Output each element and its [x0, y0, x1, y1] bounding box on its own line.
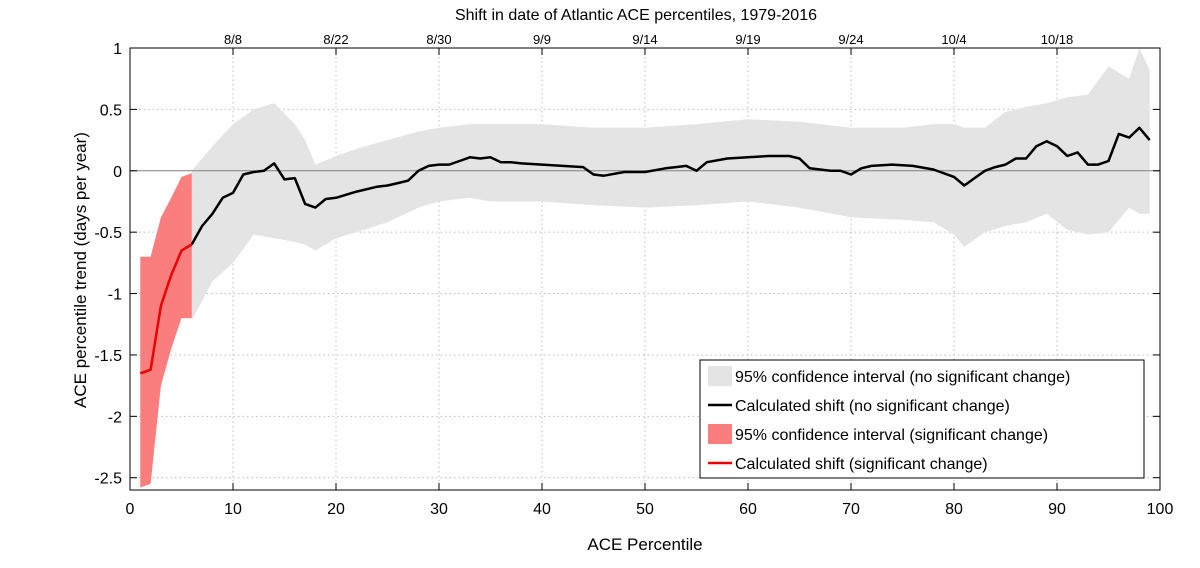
x-tick-label: 100	[1147, 501, 1174, 518]
y-tick-label: -1.5	[94, 348, 122, 365]
x-tick-label: 60	[739, 501, 757, 518]
y-tick-label: -0.5	[94, 225, 122, 242]
legend-label-shift-significant: Calculated shift (significant change)	[735, 456, 988, 473]
top-date-label: 9/19	[735, 32, 760, 47]
y-tick-label: -2.5	[94, 471, 122, 488]
x-tick-label: 10	[224, 501, 242, 518]
data-layer	[130, 48, 1160, 488]
x-axis-title: ACE Percentile	[587, 535, 702, 554]
ci-band-insignificant	[191, 48, 1150, 321]
top-date-label: 8/8	[224, 32, 242, 47]
y-tick-label: -2	[108, 409, 122, 426]
shift-line-significant	[139, 243, 193, 375]
y-tick-label: 0	[113, 164, 122, 181]
legend-swatch-ci-insignificant	[708, 366, 732, 386]
top-date-label: 9/14	[632, 32, 657, 47]
top-date-label: 8/30	[426, 32, 451, 47]
x-tick-label: 80	[945, 501, 963, 518]
legend-label-shift-insignificant: Calculated shift (no significant change)	[735, 398, 1010, 415]
plot-area	[129, 47, 1161, 491]
x-tick-label: 70	[842, 501, 860, 518]
top-date-label: 8/22	[323, 32, 348, 47]
top-date-label: 9/9	[533, 32, 551, 47]
legend: 95% confidence interval (no significant …	[699, 359, 1145, 479]
legend-box	[699, 359, 1145, 479]
legend-label-ci-insignificant: 95% confidence interval (no significant …	[735, 369, 1070, 386]
x-tick-label: 50	[636, 501, 654, 518]
top-date-label: 10/18	[1041, 32, 1074, 47]
y-tick-label: 0.5	[100, 102, 122, 119]
top-date-label: 10/4	[941, 32, 966, 47]
shift-line-insignificant	[190, 126, 1151, 246]
legend-swatch-ci-significant	[708, 424, 732, 444]
axes: 0 10 20 30 40 50 60 70 80 90 100 1 0.5 0 -0.5 -1 -1.5 -2 -…	[94, 32, 1173, 518]
top-date-label: 9/24	[838, 32, 863, 47]
x-tick-label: 20	[327, 501, 345, 518]
x-tick-label: 0	[126, 501, 135, 518]
x-tick-label: 40	[533, 501, 551, 518]
chart-title: Shift in date of Atlantic ACE percentile…	[455, 7, 817, 24]
x-tick-label: 30	[430, 501, 448, 518]
ci-band-significant	[140, 173, 192, 488]
y-tick-label: 1	[113, 41, 122, 58]
y-axis-title: ACE percentile trend (days per year)	[71, 132, 90, 408]
y-tick-label: -1	[108, 287, 122, 304]
x-tick-label: 90	[1048, 501, 1066, 518]
legend-label-ci-significant: 95% confidence interval (significant cha…	[735, 427, 1048, 444]
